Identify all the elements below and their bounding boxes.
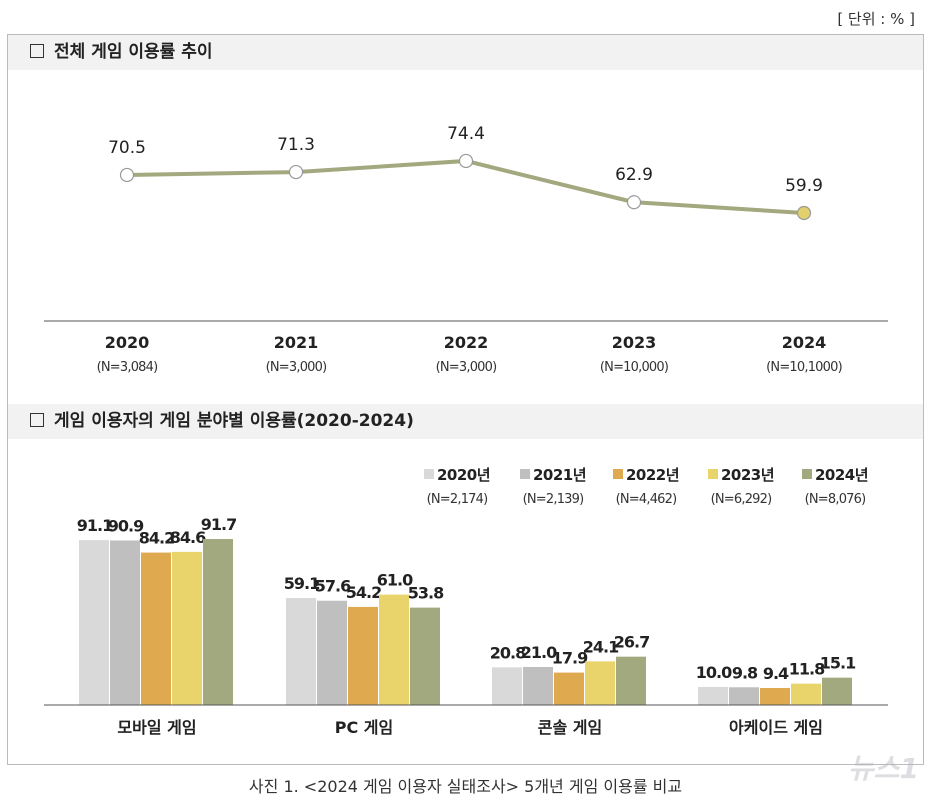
caption: 사진 1. <2024 게임 이용자 실태조사> 5개년 게임 이용률 비교 [248, 777, 683, 796]
bar-value-label: 57.6 [315, 577, 351, 596]
bar-value-label: 90.9 [108, 516, 144, 535]
legend-label: 2024년 [815, 466, 868, 484]
bar [616, 656, 646, 705]
bar-value-label: 10.0 [696, 663, 732, 682]
checkbox-square-icon [30, 44, 44, 58]
x-tick-sublabel: (N=3,000) [436, 360, 497, 375]
data-point [626, 195, 642, 210]
bar [791, 683, 821, 705]
bar [379, 594, 409, 705]
data-label: 74.4 [447, 124, 485, 144]
bar [492, 667, 522, 705]
bar-value-label: 54.2 [346, 583, 381, 602]
bar-value-label: 84.2 [139, 529, 174, 548]
series-line [126, 158, 805, 215]
legend-label: 2023년 [721, 466, 774, 484]
legend-swatch [424, 469, 434, 479]
bar-value-label: 17.9 [552, 649, 588, 668]
data-point [458, 153, 474, 169]
bar [172, 551, 202, 705]
bar [286, 598, 316, 705]
bar [698, 686, 728, 705]
legend-label: 2021년 [533, 466, 586, 484]
bar [79, 540, 109, 705]
bar-value-label: 84.6 [170, 528, 206, 547]
category-label: 콘솔 게임 [538, 718, 602, 737]
legend-swatch [520, 469, 530, 479]
x-tick-sublabel: (N=10,000) [600, 360, 668, 375]
bar-value-label: 26.7 [614, 633, 649, 652]
bar [523, 666, 553, 705]
line-chart-title: 전체 게임 이용률 추이 [54, 42, 213, 62]
legend-swatch [708, 469, 718, 479]
section-header-bar: 게임 이용자의 게임 분야별 이용률(2020-2024) [8, 404, 923, 439]
data-label: 70.5 [108, 138, 146, 158]
x-tick-label: 2022 [444, 333, 489, 352]
bar [822, 677, 852, 705]
category-label: 아케이드 게임 [729, 718, 823, 737]
legend-sublabel: (N=2,139) [523, 492, 584, 507]
x-tick-label: 2020 [105, 333, 150, 352]
category-label: PC 게임 [335, 718, 393, 737]
x-tick-label: 2023 [612, 333, 657, 352]
data-point [119, 167, 135, 183]
data-point [288, 164, 304, 180]
x-tick-label: 2024 [782, 333, 827, 352]
legend-sublabel: (N=6,292) [711, 492, 772, 507]
data-label: 59.9 [785, 176, 823, 196]
x-tick-sublabel: (N=10,1000) [766, 360, 842, 375]
x-tick-sublabel: (N=3,000) [266, 360, 327, 375]
data-label: 71.3 [277, 135, 315, 155]
category-label: 모바일 게임 [117, 718, 196, 737]
bar-value-label: 91.7 [201, 515, 236, 534]
bar-value-label: 91.1 [77, 516, 113, 535]
bar-value-label: 21.0 [521, 643, 557, 662]
checkbox-square-icon [30, 413, 44, 427]
bar [317, 600, 347, 705]
legend-sublabel: (N=4,462) [616, 492, 677, 507]
bar-value-label: 11.8 [789, 660, 825, 679]
bar-chart-title: 게임 이용자의 게임 분야별 이용률(2020-2024) [54, 411, 414, 431]
x-tick-label: 2021 [274, 333, 319, 352]
bar [554, 672, 584, 705]
bar-value-label: 53.8 [408, 584, 444, 603]
bar-value-label: 20.8 [490, 643, 526, 662]
bar-value-label: 9.4 [763, 664, 789, 683]
x-tick-sublabel: (N=3,084) [97, 360, 158, 375]
chart-frame [7, 34, 924, 765]
bar-value-label: 59.1 [284, 574, 320, 593]
section-header-line: 전체 게임 이용률 추이 [8, 35, 923, 70]
data-label: 62.9 [615, 165, 653, 185]
bar-value-label: 9.8 [732, 663, 758, 682]
unit-label: [ 단위 : % ] [837, 10, 915, 28]
bar [760, 687, 790, 705]
bar [410, 607, 440, 705]
legend-swatch [802, 469, 812, 479]
bar [585, 661, 615, 705]
bar [729, 687, 759, 705]
bar [203, 539, 233, 705]
legend-sublabel: (N=2,174) [427, 492, 488, 507]
legend-swatch [613, 469, 623, 479]
legend-label: 2020년 [437, 466, 490, 484]
data-point [796, 205, 812, 221]
bar [141, 552, 171, 705]
bar-value-label: 24.1 [583, 637, 619, 656]
legend-sublabel: (N=8,076) [805, 492, 866, 507]
bar [110, 540, 140, 705]
watermark-logo: 뉴스1 [847, 752, 919, 785]
bar [348, 606, 378, 705]
bar-value-label: 15.1 [820, 654, 856, 673]
legend-label: 2022년 [626, 466, 679, 484]
bar-value-label: 61.0 [377, 571, 413, 590]
